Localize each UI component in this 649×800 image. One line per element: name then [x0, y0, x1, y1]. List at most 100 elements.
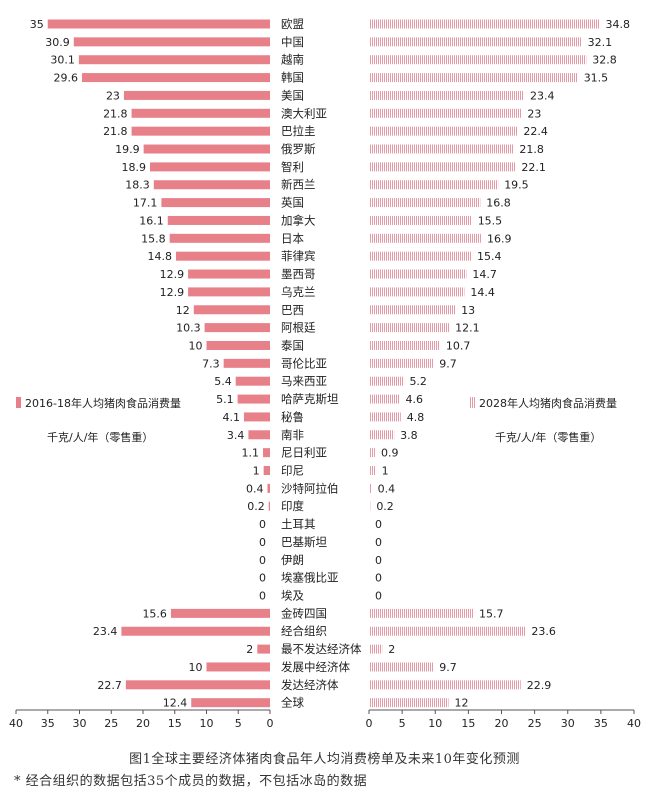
right-value-label: 0 [375, 536, 382, 549]
left-value-label: 16.1 [139, 214, 164, 227]
category-label: 乌克兰 [281, 285, 316, 299]
right-bar [369, 233, 481, 243]
category-label: 印尼 [281, 464, 304, 478]
left-value-label: 12 [176, 304, 190, 317]
left-legend: 2016-18年人均猪肉食品消费量 千克/人/年（零售重） [16, 396, 181, 444]
right-bar [369, 37, 582, 47]
category-label: 中国 [281, 35, 304, 49]
left-bar [131, 108, 270, 118]
right-bar [369, 680, 521, 690]
right-bar [369, 55, 587, 65]
left-bar [188, 269, 270, 279]
left-value-label: 5.1 [216, 393, 234, 406]
right-value-label: 10.7 [446, 339, 471, 352]
right-value-label: 32.8 [592, 54, 617, 67]
right-axis-tick-label: 35 [594, 717, 608, 730]
right-axis-tick-label: 30 [561, 717, 575, 730]
right-value-label: 34.8 [606, 18, 631, 31]
left-value-label: 18.9 [121, 161, 146, 174]
butterfly-bar-chart: 3530.930.129.62321.821.819.918.918.317.1… [9, 17, 641, 730]
right-value-label: 23.4 [530, 89, 555, 102]
category-label: 金砖四国 [281, 606, 327, 620]
left-bar [191, 698, 270, 708]
right-value-label: 22.1 [521, 161, 546, 174]
right-legend: 2028年人均猪肉食品消费量 千克/人/年（零售重） [470, 396, 617, 444]
category-label: 秘鲁 [281, 410, 304, 424]
left-value-label: 0 [259, 554, 266, 567]
right-value-label: 12 [455, 697, 469, 710]
left-value-label: 15.8 [141, 232, 166, 245]
left-value-label: 12.9 [160, 268, 185, 281]
right-value-label: 9.7 [439, 661, 457, 674]
right-value-label: 15.7 [479, 607, 504, 620]
right-bar [369, 430, 395, 440]
right-value-label: 22.4 [523, 125, 548, 138]
figure-caption: 图1全球主要经济体猪肉食品年人均消费榜单及未来10年变化预测 [129, 752, 520, 767]
left-bar [223, 358, 270, 368]
right-value-label: 0.9 [381, 447, 399, 460]
left-value-label: 7.3 [202, 357, 220, 370]
category-label: 哈萨克斯坦 [281, 392, 339, 406]
left-value-label: 23 [106, 89, 120, 102]
category-label: 南非 [281, 428, 304, 442]
category-label: 哥伦比亚 [281, 356, 327, 370]
category-label: 经合组织 [281, 624, 327, 638]
right-value-label: 32.1 [588, 36, 613, 49]
left-value-label: 2 [246, 643, 253, 656]
right-bar [369, 483, 372, 493]
left-bar [123, 90, 270, 100]
left-bar [47, 19, 270, 29]
left-bar [125, 680, 270, 690]
left-bar [204, 323, 270, 333]
category-label: 埃塞俄比亚 [281, 571, 339, 585]
right-bar [369, 215, 472, 225]
left-legend-swatch [16, 397, 21, 408]
left-bar [248, 430, 270, 440]
left-bar [176, 251, 270, 261]
right-bar [369, 180, 499, 190]
right-axis-tick-label: 15 [461, 717, 475, 730]
left-bar [170, 608, 270, 618]
right-value-label: 23 [527, 107, 541, 120]
left-bar [131, 126, 270, 136]
category-label: 日本 [281, 231, 304, 245]
right-bar [369, 269, 467, 279]
left-value-label: 1.1 [242, 447, 260, 460]
left-value-label: 1 [253, 465, 260, 478]
left-value-label: 21.8 [103, 125, 128, 138]
left-bar [169, 233, 270, 243]
category-label: 伊朗 [281, 553, 304, 567]
left-value-label: 10.3 [176, 322, 201, 335]
left-axis-tick-label: 10 [200, 717, 214, 730]
category-label: 巴西 [281, 303, 304, 317]
left-axis-tick-label: 20 [136, 717, 150, 730]
right-bar [369, 644, 383, 654]
left-axis-tick-label: 25 [104, 717, 118, 730]
right-bar [369, 376, 404, 386]
left-bar [121, 626, 270, 636]
category-label: 澳大利亚 [281, 106, 327, 120]
right-bar [369, 126, 518, 136]
right-value-label: 5.2 [409, 375, 427, 388]
right-value-label: 15.5 [478, 214, 503, 227]
right-bar [369, 73, 578, 83]
right-value-label: 0 [375, 590, 382, 603]
category-label: 尼日利亚 [281, 446, 327, 460]
right-bar [369, 358, 434, 368]
left-axis-tick-label: 30 [73, 717, 87, 730]
left-value-label: 0.2 [247, 500, 265, 513]
left-value-label: 30.1 [50, 54, 75, 67]
left-bar [73, 37, 270, 47]
left-value-label: 5.4 [214, 375, 232, 388]
category-label: 新西兰 [281, 178, 316, 192]
right-bar [369, 305, 456, 315]
left-value-label: 0 [259, 590, 266, 603]
left-value-label: 30.9 [45, 36, 70, 49]
left-bar [149, 162, 270, 172]
right-value-label: 4.8 [407, 411, 425, 424]
right-bar [369, 662, 434, 672]
left-bar [82, 73, 270, 83]
left-value-label: 12.9 [160, 286, 185, 299]
left-value-label: 12.4 [163, 697, 188, 710]
figure-note: * 经合组织的数据包括35个成员的数据，不包括冰岛的数据 [14, 774, 368, 789]
